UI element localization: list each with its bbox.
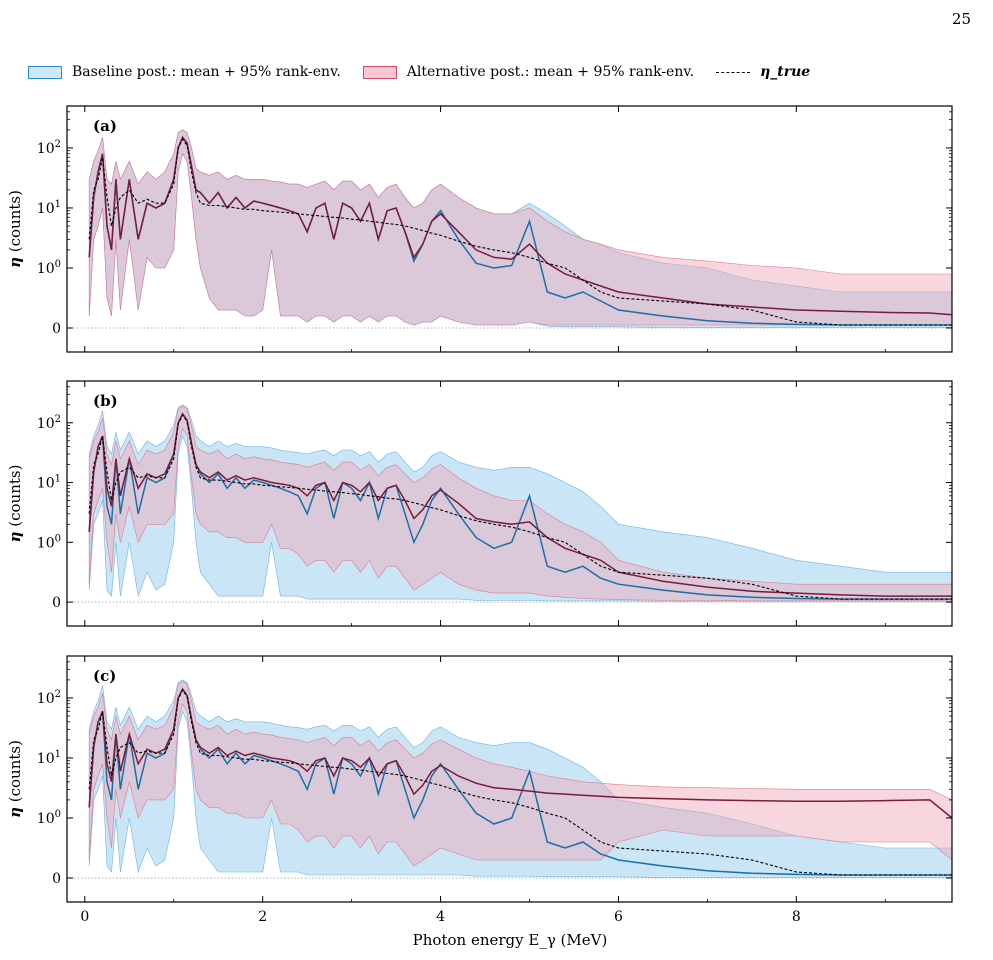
panel-plot-area-2 [67, 679, 952, 879]
alternative-mean-line [88, 687, 952, 819]
panel-2: 0 100 101 102 0 2 4 6 8 (c) η (counts) [6, 655, 953, 925]
y-tick-label: 0 [52, 321, 61, 337]
baseline-mean-line [88, 687, 952, 876]
panel-1: 0 100 101 102 (b) η (counts) [6, 380, 953, 627]
legend-item-truth: η_true [716, 64, 810, 80]
truth-line [88, 689, 952, 876]
alternative-mean-line [88, 135, 952, 316]
legend-item-baseline: Baseline post.: mean + 95% rank-env. [28, 64, 341, 80]
y-tick-label: 100 [37, 259, 61, 277]
x-tick-label: 8 [792, 909, 801, 925]
legend: Baseline post.: mean + 95% rank-env. Alt… [28, 60, 832, 84]
truth-line [88, 413, 952, 600]
y-tick-label: 102 [37, 414, 61, 432]
legend-swatch-baseline [28, 65, 62, 79]
y-axis-label: η (counts) [6, 190, 24, 268]
y-tick-label: 101 [37, 199, 61, 217]
legend-label-baseline: Baseline post.: mean + 95% rank-env. [72, 64, 341, 80]
alternative-mean-line [88, 412, 952, 597]
baseline-envelope-band [88, 404, 952, 602]
y-tick-label: 100 [37, 809, 61, 827]
alternative-envelope-band [88, 680, 952, 867]
alternative-envelope-band [88, 129, 952, 326]
truth-line [88, 138, 952, 326]
x-tick-label: 2 [258, 909, 267, 925]
y-tick-label: 100 [37, 533, 61, 551]
legend-label-truth: η_true [760, 64, 811, 80]
y-tick-label: 0 [52, 871, 61, 887]
y-tick-label: 102 [37, 139, 61, 157]
x-axis-label: Photon energy E_γ (MeV) [413, 931, 608, 949]
panel-0: 0 100 101 102 (a) η (counts) [6, 105, 953, 353]
panel-plot-area-1 [67, 404, 952, 603]
panel-label: (b) [93, 392, 118, 410]
panel-frame [66, 380, 953, 627]
y-axis-label: η (counts) [6, 465, 24, 543]
baseline-envelope-band [88, 679, 952, 878]
panel-label: (a) [93, 117, 117, 135]
panel-frame [66, 655, 953, 903]
panel-frame [66, 105, 953, 353]
y-tick-label: 0 [52, 595, 61, 611]
panel-label: (c) [93, 667, 116, 685]
y-tick-label: 102 [37, 689, 61, 707]
y-tick-label: 101 [37, 749, 61, 767]
x-tick-label: 0 [80, 909, 89, 925]
page-number: 25 [951, 10, 971, 28]
panel-plot-area-0 [67, 129, 952, 329]
x-tick-label: 4 [436, 909, 445, 925]
y-axis-label: η (counts) [6, 740, 24, 818]
x-tick-label: 6 [614, 909, 623, 925]
legend-item-alternative: Alternative post.: mean + 95% rank-env. [362, 64, 695, 80]
baseline-mean-line [88, 412, 952, 600]
legend-line-truth [716, 71, 751, 73]
legend-label-alternative: Alternative post.: mean + 95% rank-env. [406, 64, 695, 80]
legend-swatch-alternative [362, 65, 397, 79]
alternative-envelope-band [88, 405, 952, 602]
y-tick-label: 101 [37, 474, 61, 492]
